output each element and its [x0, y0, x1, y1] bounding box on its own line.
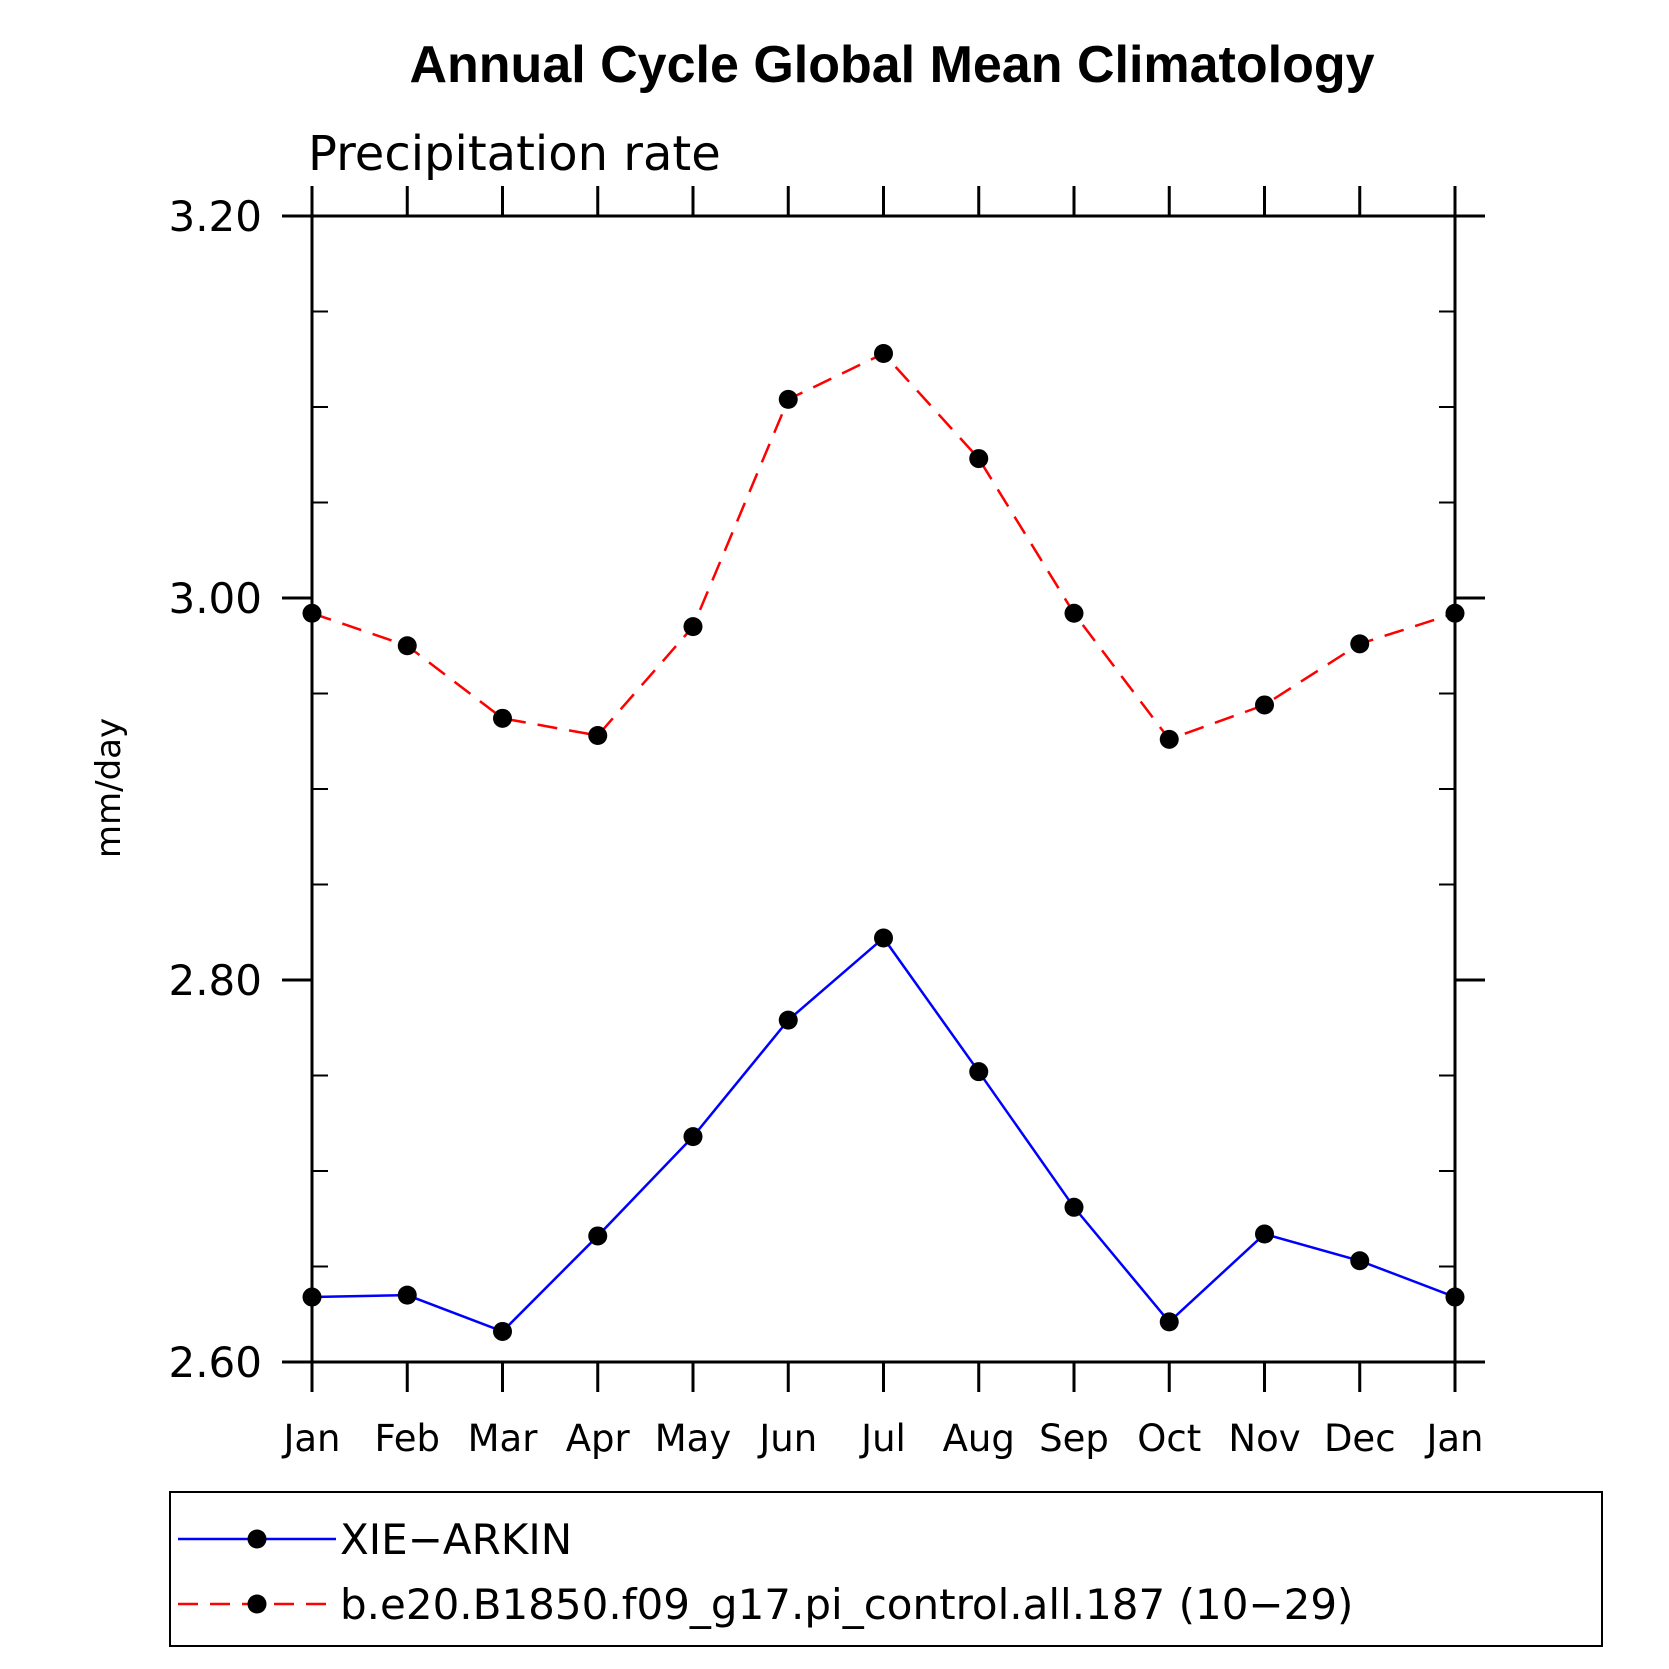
series-1-point	[397, 1285, 417, 1305]
y-tick-label: 2.80	[168, 956, 262, 1005]
series-2-point	[969, 449, 989, 469]
plot-area: 2.60 2.80 3.00 3.20 Jan Feb Mar Apr May Jun Jul Aug…	[168, 186, 1485, 1460]
series-1-point	[493, 1321, 512, 1341]
series-1-point	[1350, 1251, 1370, 1271]
plot-frame	[310, 214, 1457, 1364]
series-1-point	[1159, 1312, 1179, 1332]
legend-box	[169, 1491, 1603, 1647]
series-1-point	[1064, 1197, 1084, 1217]
series-2-point	[778, 389, 798, 409]
series-1-point	[683, 1127, 703, 1147]
series-2-point	[1350, 634, 1370, 654]
chart-title: Annual Cycle Global Mean Climatology	[409, 36, 1374, 94]
x-tick-label: Nov	[1228, 1417, 1300, 1460]
series-line-2	[311, 351, 1456, 741]
series-2-point	[683, 617, 703, 637]
series-2-point	[1445, 603, 1465, 623]
x-tick-label: Sep	[1039, 1417, 1109, 1460]
legend-label-2: b.e20.B1850.f09_g17.pi_control.all.187 (…	[340, 1580, 1353, 1629]
x-tick-label: Aug	[943, 1417, 1015, 1460]
x-tick-label: Oct	[1137, 1417, 1201, 1460]
legend: XIE−ARKIN b.e20.B1850.f09_g17.pi_control.…	[169, 1491, 1603, 1647]
x-tick-label: Jun	[757, 1417, 817, 1460]
legend-marker-1	[247, 1529, 267, 1549]
chart-subtitle: Precipitation rate	[308, 126, 721, 182]
x-tick-label: Jul	[859, 1417, 906, 1460]
series-line-1	[311, 936, 1456, 1333]
x-tick-label: Jan	[281, 1417, 340, 1460]
series-1-point	[1255, 1224, 1274, 1244]
series-2-point	[397, 636, 417, 656]
series-2-point	[1064, 603, 1084, 623]
series-1-point	[588, 1226, 608, 1246]
series-2-point	[1255, 695, 1274, 715]
x-tick-label: Mar	[468, 1417, 539, 1460]
x-tick-label: Dec	[1324, 1417, 1396, 1460]
x-tick-label: Jan	[1424, 1417, 1483, 1460]
series-2-point	[874, 344, 893, 364]
series-1-point	[778, 1010, 798, 1030]
y-tick-label: 3.20	[168, 192, 262, 241]
series-2-point	[302, 603, 322, 623]
series-1-point	[1445, 1287, 1465, 1307]
x-tick-label: May	[655, 1417, 732, 1460]
y-axis-label: mm/day	[89, 718, 129, 858]
series-2-point	[493, 708, 512, 728]
series-1-point	[969, 1062, 989, 1082]
series-1-point	[874, 928, 893, 948]
legend-label-1: XIE−ARKIN	[340, 1515, 572, 1564]
series-2-point	[588, 726, 608, 746]
x-tick-label: Feb	[374, 1417, 440, 1460]
legend-marker-2	[247, 1594, 267, 1614]
series-1-point	[302, 1287, 322, 1307]
y-tick-label: 2.60	[168, 1338, 262, 1387]
x-tick-label: Apr	[566, 1417, 631, 1460]
series-2-point	[1159, 729, 1179, 749]
y-tick-label: 3.00	[168, 574, 262, 623]
